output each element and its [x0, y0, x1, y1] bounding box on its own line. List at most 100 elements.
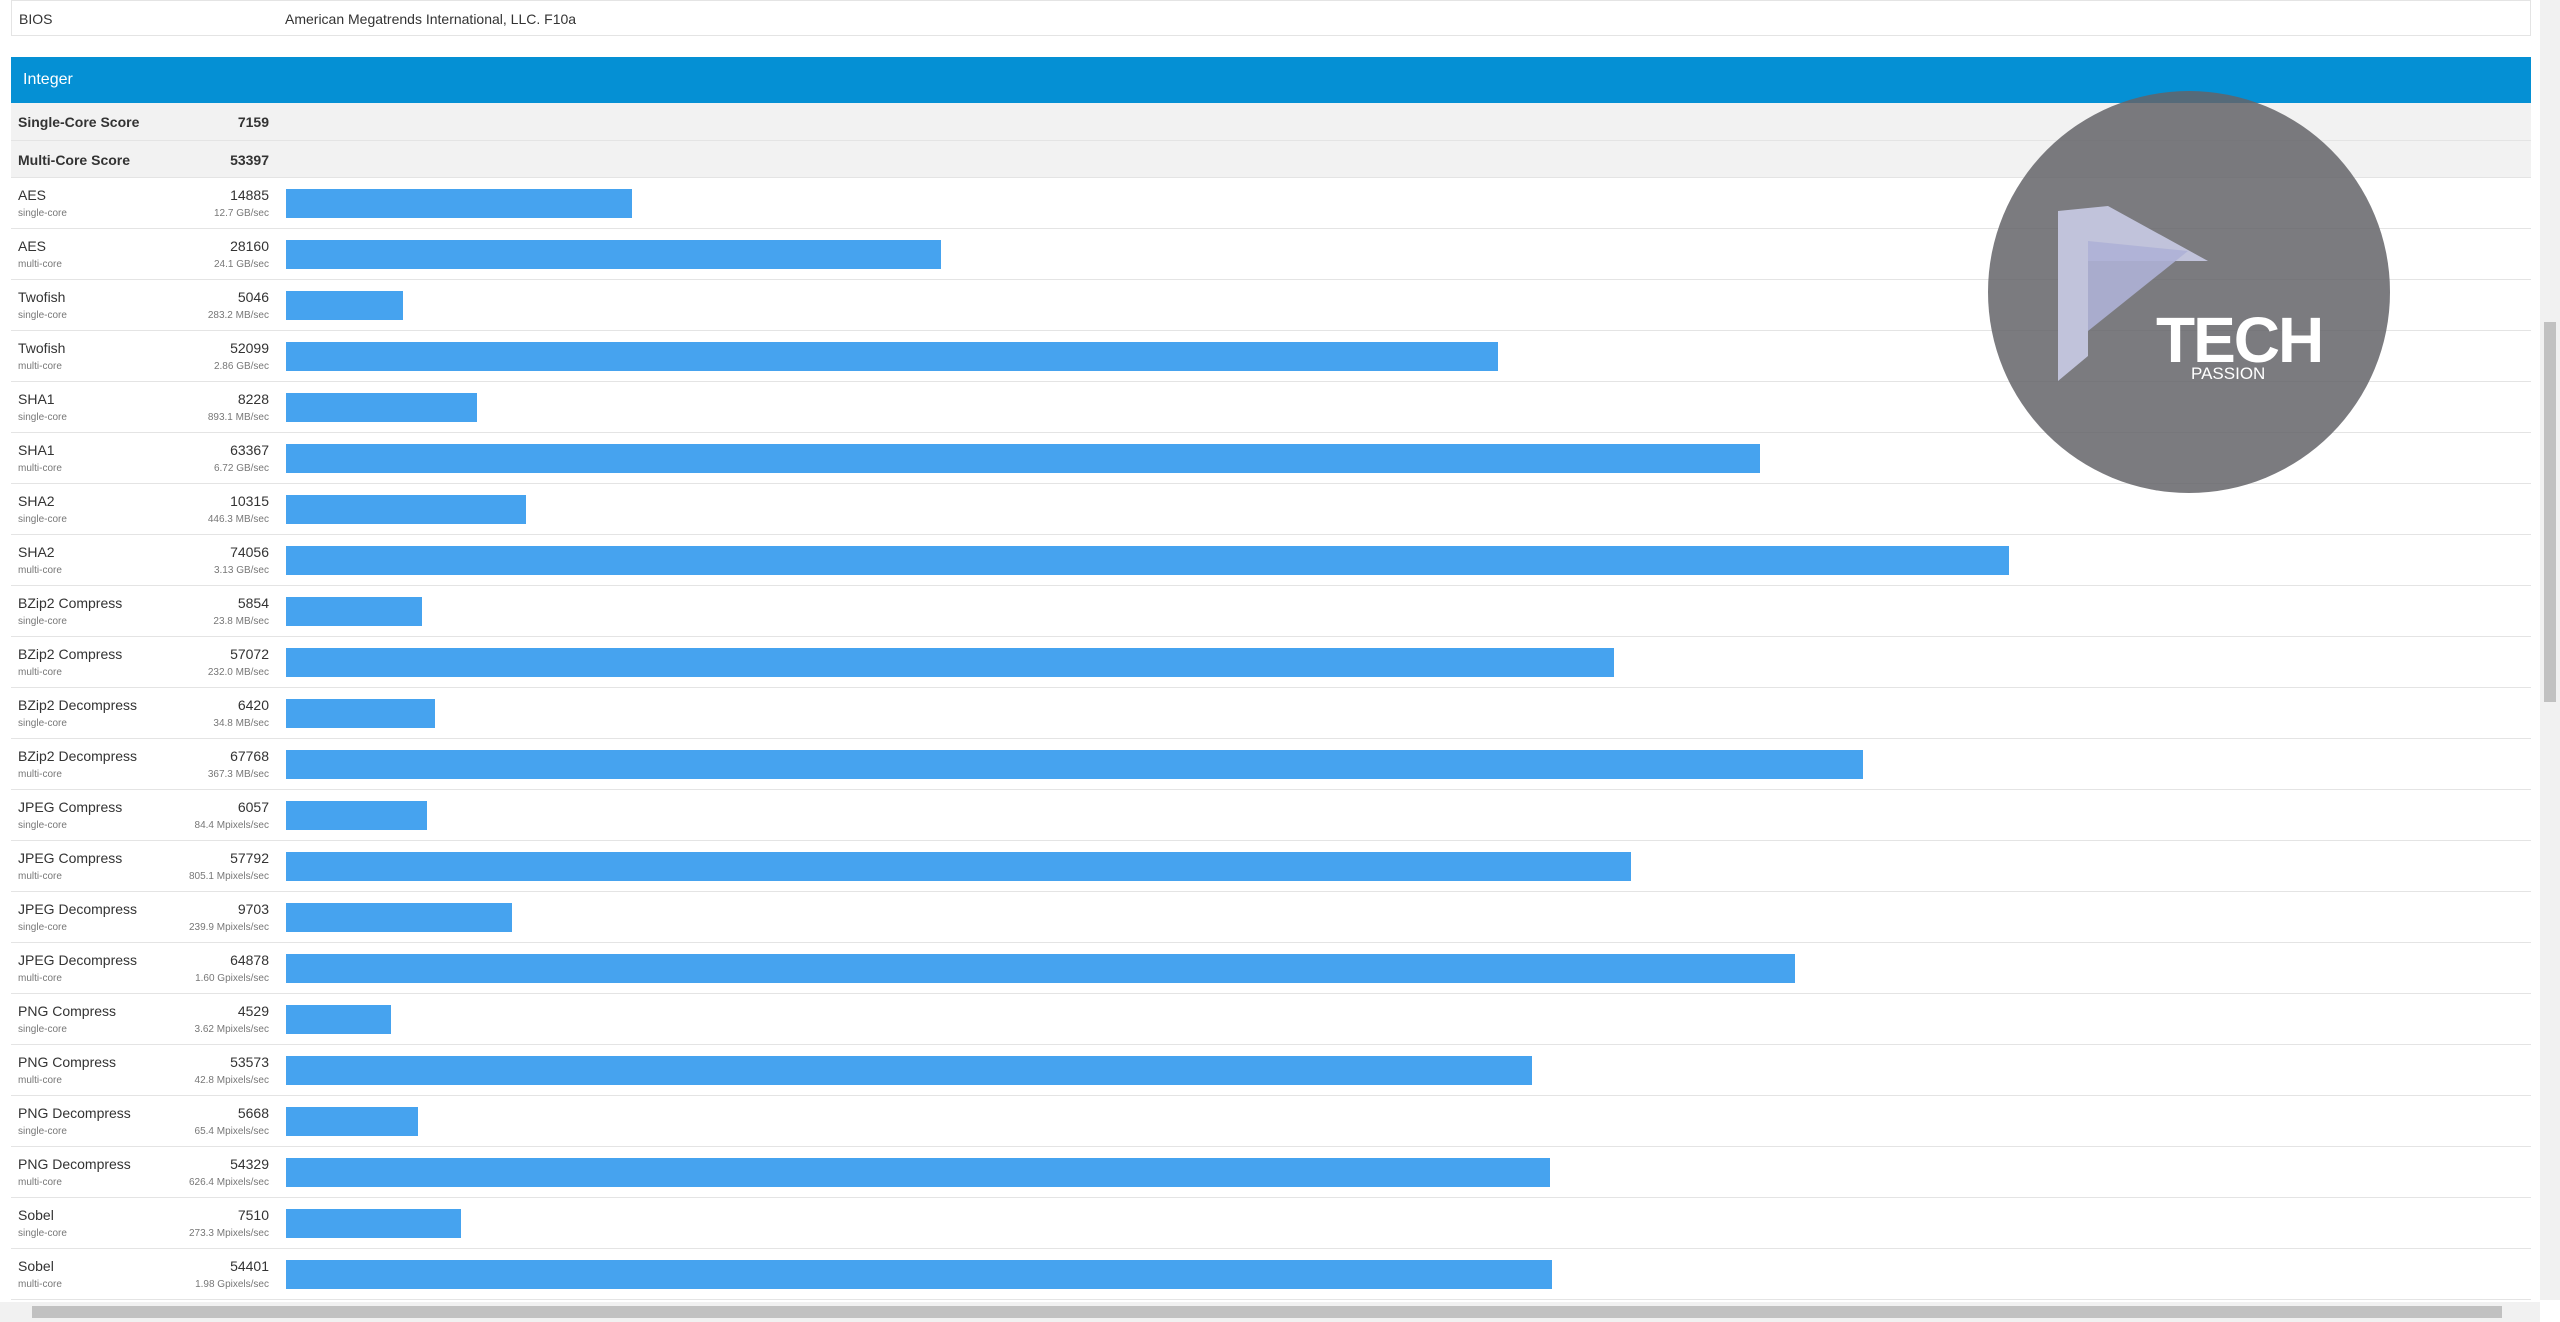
benchmark-name: JPEG Compress [18, 850, 123, 866]
benchmark-rate: 84.4 Mpixels/sec [194, 820, 269, 831]
benchmark-rate: 24.1 GB/sec [213, 259, 269, 270]
score-bar [286, 954, 1796, 983]
benchmark-rate: 23.8 MB/sec [213, 616, 269, 627]
score-value: 7159 [237, 114, 269, 130]
benchmark-score: 67768 [230, 748, 269, 764]
benchmark-rate: 273.3 Mpixels/sec [188, 1228, 269, 1239]
score-bar [286, 189, 633, 218]
benchmark-rate: 3.62 Mpixels/sec [194, 1024, 269, 1035]
scroll-thumb[interactable] [32, 1306, 2502, 1318]
score-bar [286, 291, 404, 320]
benchmark-rate: 805.1 Mpixels/sec [188, 871, 269, 882]
benchmark-name: PNG Decompress [18, 1156, 131, 1172]
benchmark-row: SHA1 multi-core 63367 6.72 GB/sec [11, 433, 2531, 484]
benchmark-score: 57072 [230, 646, 269, 662]
benchmark-name: SHA2 [18, 493, 55, 509]
benchmark-score: 8228 [237, 391, 269, 407]
watermark: TECH PASSION [1988, 91, 2390, 493]
benchmark-name: BZip2 Decompress [18, 748, 138, 764]
score-bar [286, 495, 526, 524]
benchmark-mode: multi-core [18, 1075, 62, 1086]
benchmark-row: SHA2 single-core 10315 446.3 MB/sec [11, 484, 2531, 535]
benchmark-score: 7510 [237, 1207, 269, 1223]
benchmark-name: SHA2 [18, 544, 55, 560]
benchmark-mode: single-core [18, 616, 67, 627]
benchmark-mode: single-core [18, 820, 67, 831]
benchmark-row: BZip2 Compress multi-core 57072 232.0 MB/se… [11, 637, 2531, 688]
bios-value: American Megatrends International, LLC. … [285, 11, 577, 27]
benchmark-mode: single-core [18, 208, 67, 219]
benchmark-row: Twofish multi-core 52099 2.86 GB/sec [11, 331, 2531, 382]
vertical-scrollbar[interactable] [2540, 0, 2560, 1300]
benchmark-mode: multi-core [18, 1279, 62, 1290]
benchmark-name: JPEG Decompress [18, 901, 138, 917]
bios-label: BIOS [19, 11, 53, 27]
benchmark-mode: single-core [18, 1024, 67, 1035]
benchmark-score: 53573 [230, 1054, 269, 1070]
score-bar [286, 750, 1863, 779]
benchmark-mode: single-core [18, 1228, 67, 1239]
benchmark-score: 9703 [237, 901, 269, 917]
benchmark-name: Twofish [18, 289, 66, 305]
benchmark-rate: 6.72 GB/sec [213, 463, 269, 474]
benchmark-score: 64878 [230, 952, 269, 968]
benchmark-score: 5854 [237, 595, 269, 611]
score-bar [286, 1056, 1533, 1085]
benchmark-rate: 1.60 Gpixels/sec [195, 973, 269, 984]
score-bar [286, 393, 478, 422]
score-bar [286, 240, 942, 269]
benchmark-mode: multi-core [18, 769, 62, 780]
benchmark-name: SHA1 [18, 391, 55, 407]
benchmark-score: 5046 [237, 289, 269, 305]
benchmark-mode: multi-core [18, 259, 62, 270]
benchmark-rate: 232.0 MB/sec [207, 667, 269, 678]
score-bar [286, 1158, 1551, 1187]
benchmark-rate: 12.7 GB/sec [213, 208, 269, 219]
benchmark-name: BZip2 Decompress [18, 697, 138, 713]
benchmark-name: AES [18, 238, 47, 254]
benchmark-rate: 3.13 GB/sec [213, 565, 269, 576]
benchmark-row: BZip2 Decompress single-core 6420 34.8 MB/s… [11, 688, 2531, 739]
benchmark-rate: 446.3 MB/sec [207, 514, 269, 525]
score-label: Single-Core Score [18, 114, 140, 130]
benchmark-row: PNG Compress single-core 4529 3.62 Mpixels/… [11, 994, 2531, 1045]
benchmark-name: Sobel [18, 1258, 54, 1274]
benchmark-mode: single-core [18, 922, 67, 933]
scroll-thumb[interactable] [2544, 322, 2556, 702]
benchmark-name: PNG Compress [18, 1003, 117, 1019]
benchmark-rate: 626.4 Mpixels/sec [188, 1177, 269, 1188]
score-label: Multi-Core Score [18, 151, 131, 168]
benchmark-row: SHA1 single-core 8228 893.1 MB/sec [11, 382, 2531, 433]
benchmark-name: Twofish [18, 340, 66, 356]
benchmark-score: 74056 [230, 544, 269, 560]
benchmark-row: JPEG Decompress multi-core 64878 1.60 Gpixe… [11, 943, 2531, 994]
benchmark-row: SHA2 multi-core 74056 3.13 GB/sec [11, 535, 2531, 586]
benchmark-mode: single-core [18, 514, 67, 525]
benchmark-name: PNG Decompress [18, 1105, 131, 1121]
benchmark-rate: 2.86 GB/sec [213, 361, 269, 372]
benchmark-rate: 1.98 Gpixels/sec [195, 1279, 269, 1290]
benchmark-rate: 239.9 Mpixels/sec [188, 922, 269, 933]
score-bar [286, 342, 1499, 371]
score-bar [286, 699, 436, 728]
score-bar [286, 801, 427, 830]
benchmark-rate: 34.8 MB/sec [213, 718, 269, 729]
benchmark-row: PNG Decompress multi-core 54329 626.4 Mpixe… [11, 1147, 2531, 1198]
score-bar [286, 444, 1761, 473]
benchmark-mode: multi-core [18, 1177, 62, 1188]
benchmark-score: 4529 [237, 1003, 269, 1019]
benchmark-score: 5668 [237, 1105, 269, 1121]
watermark-brand: TECH [2156, 304, 2324, 376]
score-bar [286, 1005, 392, 1034]
benchmark-score: 57792 [230, 850, 269, 866]
benchmark-score: 63367 [230, 442, 269, 458]
score-bar [286, 1209, 461, 1238]
benchmark-row: PNG Decompress single-core 5668 65.4 Mpixel… [11, 1096, 2531, 1147]
benchmark-mode: multi-core [18, 463, 62, 474]
watermark-logo [2058, 206, 2208, 381]
benchmark-mode: single-core [18, 412, 67, 423]
benchmark-name: BZip2 Compress [18, 646, 123, 662]
horizontal-scrollbar[interactable] [0, 1302, 2540, 1322]
benchmark-rate: 42.8 Mpixels/sec [194, 1075, 269, 1086]
benchmark-row: Sobel single-core 7510 273.3 Mpixels/sec [11, 1198, 2531, 1249]
